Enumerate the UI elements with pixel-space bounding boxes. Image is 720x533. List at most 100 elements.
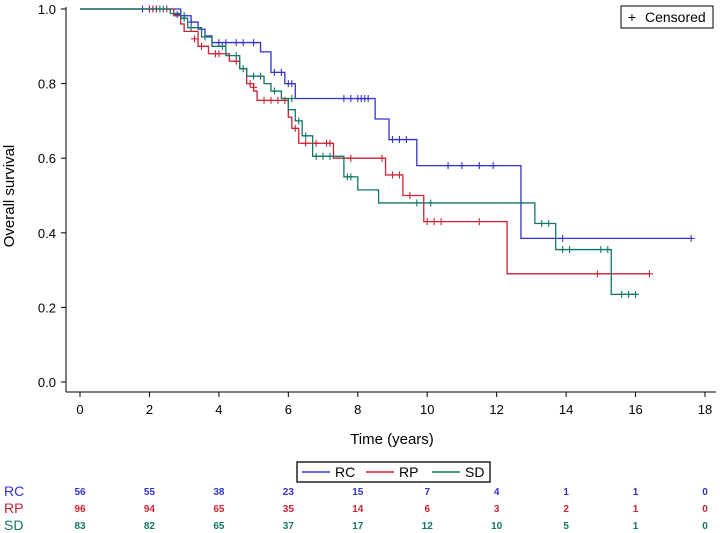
censor-mark-sd: [232, 52, 240, 60]
censor-mark-rp: [198, 42, 206, 50]
censor-mark-rp: [389, 171, 396, 179]
censor-mark-rp: [378, 154, 386, 162]
censor-mark-sd: [302, 132, 310, 140]
censor-mark-sd: [545, 219, 553, 227]
risk-count-rp: 1: [633, 504, 639, 515]
censor-mark-rc: [687, 234, 695, 242]
censor-mark-rc: [475, 162, 483, 170]
censor-mark-rp: [246, 80, 254, 88]
censor-mark-rc: [395, 136, 403, 144]
censor-legend-symbol: +: [628, 9, 636, 25]
censor-mark-sd: [326, 152, 334, 160]
censor-mark-rc: [559, 234, 567, 242]
censor-mark-sd: [538, 219, 546, 227]
legend-label-rc: RC: [335, 464, 355, 480]
risk-count-sd: 0: [702, 521, 708, 532]
risk-count-rp: 35: [283, 504, 295, 515]
censor-mark-rp: [312, 139, 320, 147]
x-tick-label: 6: [285, 402, 292, 417]
risk-count-sd: 12: [422, 521, 434, 532]
x-tick-label: 8: [354, 402, 361, 417]
risk-count-sd: 1: [633, 521, 639, 532]
risk-count-rp: 94: [144, 504, 156, 515]
censor-mark-rp: [291, 124, 299, 132]
y-tick-label: 0.0: [38, 375, 56, 390]
censor-legend-label: Censored: [645, 9, 706, 25]
risk-count-sd: 83: [74, 521, 86, 532]
censor-mark-sd: [250, 72, 258, 80]
y-tick-label: 0.8: [38, 77, 56, 92]
x-tick-label: 14: [559, 402, 573, 417]
censor-mark-rc: [232, 39, 240, 47]
censor-mark-rp: [347, 154, 355, 162]
risk-count-rc: 1: [633, 487, 639, 498]
risk-count-rc: 4: [494, 487, 500, 498]
censor-mark-sd: [218, 42, 226, 50]
censor-mark-rp: [430, 218, 438, 226]
censor-mark-rp: [437, 218, 445, 226]
x-tick-label: 16: [628, 402, 642, 417]
risk-count-sd: 65: [213, 521, 225, 532]
censor-mark-sd: [625, 290, 633, 298]
plot-area: [80, 5, 695, 298]
survival-curve-sd: [80, 8, 636, 295]
censor-mark-rp: [260, 96, 268, 104]
censor-mark-sd: [180, 14, 188, 22]
risk-count-rc: 55: [144, 487, 156, 498]
censor-mark-sd: [559, 246, 567, 254]
risk-count-sd: 5: [563, 521, 569, 532]
censor-mark-rc: [270, 68, 278, 76]
x-tick-label: 10: [420, 402, 434, 417]
y-tick-label: 1.0: [38, 2, 56, 17]
censor-mark-rc: [402, 136, 410, 144]
risk-count-rp: 14: [352, 504, 364, 515]
x-tick-label: 0: [76, 402, 83, 417]
censor-mark-sd: [159, 5, 167, 13]
censor-legend: + Censored: [620, 5, 714, 29]
risk-count-rc: 7: [424, 487, 430, 498]
censor-mark-rc: [173, 11, 181, 19]
x-tick-label: 4: [215, 402, 222, 417]
x-tick-label: 2: [146, 402, 153, 417]
censor-mark-rp: [302, 139, 310, 147]
censor-mark-rp: [250, 83, 258, 91]
censor-mark-sd: [288, 95, 296, 103]
risk-count-rp: 2: [563, 504, 569, 515]
risk-count-rp: 65: [213, 504, 225, 515]
censor-mark-sd: [295, 117, 303, 125]
risk-row-label-rc: RC: [4, 483, 24, 499]
risk-count-rc: 0: [702, 487, 708, 498]
censor-mark-rp: [475, 218, 483, 226]
censor-mark-rp: [267, 96, 275, 104]
risk-count-rp: 0: [702, 504, 708, 515]
risk-count-rp: 6: [424, 504, 430, 515]
risk-count-rp: 3: [494, 504, 500, 515]
censor-mark-sd: [618, 290, 626, 298]
censor-mark-rc: [222, 39, 230, 47]
y-axis-title: Overall survival: [1, 145, 18, 248]
censor-mark-sd: [201, 33, 209, 41]
x-axis-title: Time (years): [350, 431, 434, 448]
censor-mark-rp: [395, 171, 403, 179]
axes: 0.0 0.2 0.4 0.6 0.8 1.0 0 2 4 6 8 10 12 14 16 18 Time (y…: [1, 2, 716, 448]
censor-mark-sd: [413, 199, 421, 207]
survival-curve-rp: [80, 8, 650, 275]
censor-mark-rc: [489, 162, 497, 170]
risk-count-rc: 1: [563, 487, 569, 498]
censor-mark-sd: [347, 173, 355, 181]
censor-mark-rp: [423, 218, 431, 226]
censor-mark-rc: [288, 80, 296, 88]
censor-mark-rp: [406, 192, 414, 199]
censor-legend-box: [620, 5, 714, 29]
censor-mark-rc: [277, 68, 285, 76]
censor-mark-rc: [347, 95, 355, 103]
censor-mark-rc: [340, 95, 348, 103]
censor-mark-sd: [597, 246, 605, 254]
censor-mark-sd: [604, 246, 612, 254]
censor-mark-rp: [645, 270, 653, 278]
x-tick-label: 18: [698, 402, 712, 417]
risk-table: RC 56 55 38 23 15 7 4 1 1 0RP 96 94 65 35 14 6 3 2 1 0SD 83 82…: [4, 483, 708, 533]
censor-mark-rp: [191, 35, 199, 43]
censor-mark-sd: [566, 246, 574, 254]
